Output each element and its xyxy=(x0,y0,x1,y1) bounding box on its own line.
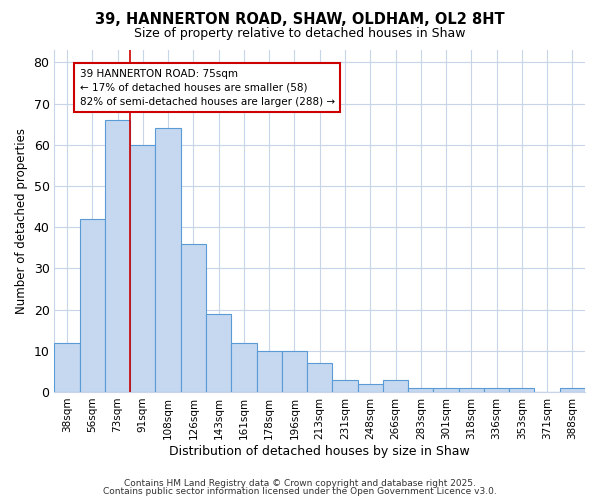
Text: 39, HANNERTON ROAD, SHAW, OLDHAM, OL2 8HT: 39, HANNERTON ROAD, SHAW, OLDHAM, OL2 8H… xyxy=(95,12,505,28)
Bar xyxy=(358,384,383,392)
Bar xyxy=(433,388,458,392)
Text: Size of property relative to detached houses in Shaw: Size of property relative to detached ho… xyxy=(134,28,466,40)
Bar xyxy=(383,380,408,392)
Bar xyxy=(509,388,535,392)
Bar xyxy=(155,128,181,392)
Bar xyxy=(105,120,130,392)
Bar xyxy=(257,351,282,392)
Bar xyxy=(484,388,509,392)
Y-axis label: Number of detached properties: Number of detached properties xyxy=(15,128,28,314)
Bar xyxy=(408,388,433,392)
Bar xyxy=(458,388,484,392)
Bar xyxy=(307,363,332,392)
Bar xyxy=(206,314,231,392)
X-axis label: Distribution of detached houses by size in Shaw: Distribution of detached houses by size … xyxy=(169,444,470,458)
Bar xyxy=(130,145,155,392)
Text: Contains HM Land Registry data © Crown copyright and database right 2025.: Contains HM Land Registry data © Crown c… xyxy=(124,478,476,488)
Bar xyxy=(231,342,257,392)
Text: Contains public sector information licensed under the Open Government Licence v3: Contains public sector information licen… xyxy=(103,487,497,496)
Bar xyxy=(560,388,585,392)
Bar xyxy=(332,380,358,392)
Text: 39 HANNERTON ROAD: 75sqm
← 17% of detached houses are smaller (58)
82% of semi-d: 39 HANNERTON ROAD: 75sqm ← 17% of detach… xyxy=(80,68,335,106)
Bar xyxy=(80,219,105,392)
Bar xyxy=(282,351,307,392)
Bar xyxy=(55,342,80,392)
Bar xyxy=(181,244,206,392)
